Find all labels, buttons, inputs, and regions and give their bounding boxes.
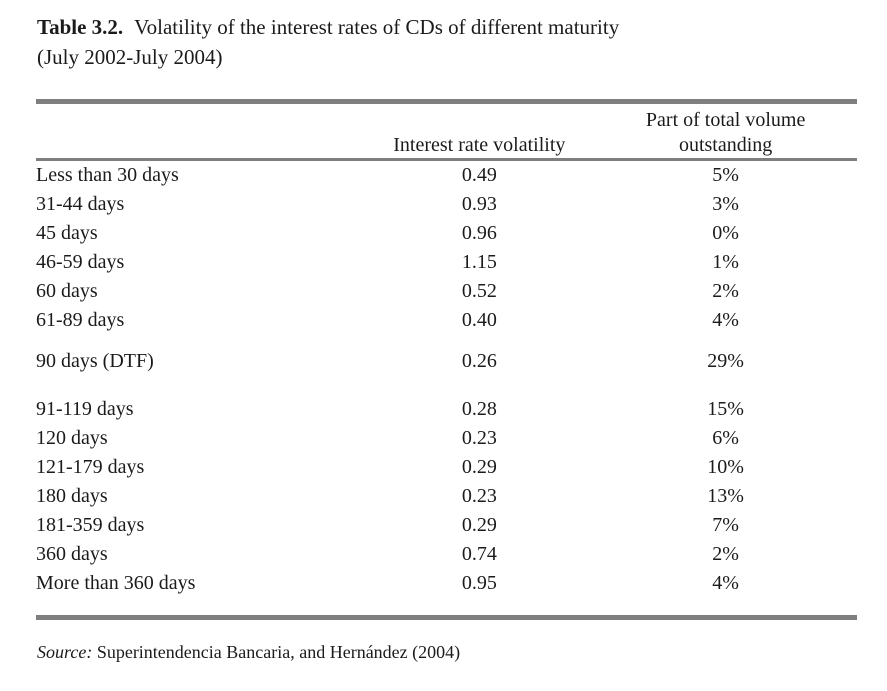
- table-title: Table 3.2. Volatility of the interest rat…: [37, 12, 887, 72]
- volatility-cell: 0.28: [461, 398, 497, 420]
- share-cell: 5%: [712, 164, 739, 186]
- share-cell: 1%: [712, 251, 739, 273]
- table-row: 360 days 0.74 2%: [36, 540, 857, 569]
- volatility-cell: 0.29: [461, 456, 497, 478]
- table-caption: Volatility of the interest rates of CDs …: [134, 15, 620, 39]
- share-cell: 3%: [712, 193, 739, 215]
- cd-volatility-table: Interest rate volatility Part of total v…: [36, 99, 857, 620]
- share-cell: 0%: [712, 222, 739, 244]
- share-cell: 7%: [712, 514, 739, 536]
- maturity-cell: 181-359 days: [36, 514, 145, 536]
- col-header-volatility: Interest rate volatility: [364, 101, 595, 161]
- share-cell: 15%: [707, 398, 744, 420]
- volatility-cell: 0.52: [461, 280, 497, 302]
- share-cell: 6%: [712, 427, 739, 449]
- volatility-cell: 0.95: [461, 572, 497, 594]
- maturity-cell: 45 days: [36, 222, 98, 244]
- table-row: 31-44 days 0.93 3%: [36, 190, 857, 219]
- table-row: 60 days 0.52 2%: [36, 277, 857, 306]
- maturity-cell: 31-44 days: [36, 193, 125, 215]
- table-row: More than 360 days 0.95 4%: [36, 569, 857, 598]
- table-row: 45 days 0.96 0%: [36, 219, 857, 248]
- col-header-share-line1: Part of total volume: [645, 109, 806, 131]
- volatility-cell: 0.23: [461, 485, 497, 507]
- maturity-cell: More than 360 days: [36, 572, 196, 594]
- share-cell: 4%: [712, 572, 739, 594]
- table-row: Less than 30 days 0.49 5%: [36, 160, 857, 191]
- table-caption-dates: (July 2002-July 2004): [37, 45, 223, 69]
- col-header-maturity: [36, 101, 365, 161]
- col-header-share: Part of total volume outstanding: [594, 101, 857, 161]
- volatility-cell: 0.93: [461, 193, 497, 215]
- table-number: Table 3.2.: [37, 15, 124, 39]
- table-row: 181-359 days 0.29 7%: [36, 511, 857, 540]
- table-row: 61-89 days 0.40 4%: [36, 306, 857, 335]
- row-gap: [36, 335, 857, 347]
- source-note: Source: Superintendencia Bancaria, and H…: [37, 642, 887, 663]
- table-row: 120 days 0.23 6%: [36, 424, 857, 453]
- volatility-cell: 0.29: [461, 514, 497, 536]
- table-row: 46-59 days 1.15 1%: [36, 248, 857, 277]
- volatility-cell: 0.49: [461, 164, 497, 186]
- maturity-cell: 180 days: [36, 485, 108, 507]
- volatility-cell: 0.74: [461, 543, 497, 565]
- maturity-cell: 60 days: [36, 280, 98, 302]
- row-gap: [36, 598, 857, 618]
- volatility-cell: 1.15: [461, 251, 497, 273]
- maturity-cell: 121-179 days: [36, 456, 145, 478]
- row-gap: [36, 376, 857, 395]
- maturity-cell: Less than 30 days: [36, 164, 179, 186]
- maturity-cell: 120 days: [36, 427, 108, 449]
- maturity-cell: 90 days (DTF): [36, 350, 154, 372]
- share-cell: 2%: [712, 280, 739, 302]
- share-cell: 13%: [707, 485, 744, 507]
- volatility-cell: 0.40: [461, 309, 497, 331]
- maturity-cell: 91-119 days: [36, 398, 134, 420]
- table-row: 90 days (DTF) 0.26 29%: [36, 347, 857, 376]
- share-cell: 2%: [712, 543, 739, 565]
- volatility-cell: 0.96: [461, 222, 497, 244]
- source-text: Superintendencia Bancaria, and Hernández…: [96, 642, 461, 662]
- col-header-share-line2: outstanding: [678, 134, 773, 156]
- table-title-line1: Table 3.2. Volatility of the interest rat…: [37, 12, 887, 42]
- share-cell: 29%: [707, 350, 744, 372]
- source-label: Source:: [37, 642, 93, 662]
- volatility-cell: 0.26: [461, 350, 497, 372]
- table-row: 121-179 days 0.29 10%: [36, 453, 857, 482]
- table-row: 180 days 0.23 13%: [36, 482, 857, 511]
- share-cell: 10%: [707, 456, 744, 478]
- volatility-cell: 0.23: [461, 427, 497, 449]
- share-cell: 4%: [712, 309, 739, 331]
- header-row: Interest rate volatility Part of total v…: [36, 101, 857, 161]
- maturity-cell: 360 days: [36, 543, 108, 565]
- table-row: 91-119 days 0.28 15%: [36, 395, 857, 424]
- maturity-cell: 61-89 days: [36, 309, 125, 331]
- maturity-cell: 46-59 days: [36, 251, 125, 273]
